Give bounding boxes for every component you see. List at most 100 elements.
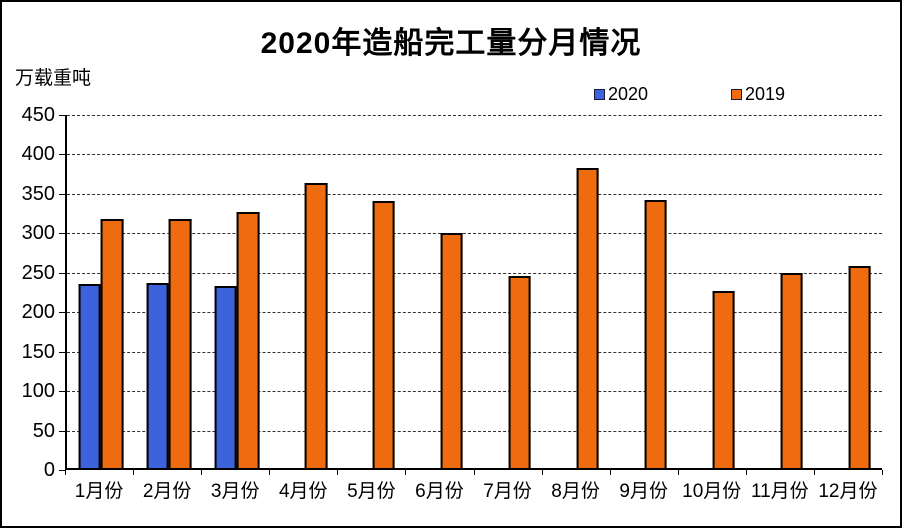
bar-series-container [67, 115, 882, 468]
bar-pair-1月份 [78, 115, 124, 468]
y-axis-label-150: 150 [21, 340, 55, 363]
category-10月份 [678, 115, 746, 468]
x-axis-tick-2 [201, 470, 203, 475]
bar-pair-2月份 [146, 115, 192, 468]
bar-pair-3月份 [214, 115, 260, 468]
y-axis-tick-150 [59, 351, 65, 353]
bar-slot-2020-1月份 [78, 115, 101, 468]
x-axis-tick-8 [609, 470, 611, 475]
x-axis-tick-10 [745, 470, 747, 475]
y-axis-label-250: 250 [21, 261, 55, 284]
x-axis-label-2月份: 2月份 [142, 481, 192, 502]
y-axis-unit-label: 万载重吨 [15, 68, 92, 89]
bar-2019-12月份 [848, 266, 871, 468]
bar-2019-7月份 [508, 275, 531, 468]
x-axis-labels: 1月份 2月份 3月份 4月份 5月份 6月份 7月份 8月份 9月份 10月份 11月份 12月份 [65, 476, 882, 503]
bar-slot-2020-6月份 [418, 115, 440, 468]
bar-slot-2019-7月份 [508, 115, 531, 468]
category-12月份 [814, 115, 882, 468]
x-axis-tick-1 [133, 470, 135, 475]
x-axis-label-1月份: 1月份 [74, 481, 124, 502]
gridline-150 [67, 351, 882, 353]
bar-pair-9月份 [622, 115, 667, 468]
x-axis-label-5月份: 5月份 [347, 481, 396, 502]
bar-slot-2020-8月份 [554, 115, 576, 468]
bar-slot-2019-11月份 [780, 115, 803, 468]
x-axis-label-11月份: 11月份 [750, 481, 809, 502]
bar-slot-2020-5月份 [350, 115, 372, 468]
gridline-350 [67, 193, 882, 195]
gridline-250 [67, 272, 882, 274]
bar-slot-2019-12月份 [848, 115, 871, 468]
y-axis-label-300: 300 [21, 222, 55, 245]
category-8月份 [542, 115, 610, 468]
bar-slot-2020-11月份 [758, 115, 780, 468]
y-axis-tick-350 [59, 193, 65, 195]
bar-slot-2019-2月份 [168, 115, 192, 468]
bar-slot-2019-1月份 [100, 115, 124, 468]
category-1月份 [67, 115, 135, 468]
bar-slot-2020-4月份 [282, 115, 304, 468]
bar-2020-3月份 [214, 286, 237, 468]
category-5月份 [339, 115, 407, 468]
gridline-300 [67, 233, 882, 235]
x-axis-label-9月份: 9月份 [619, 481, 668, 502]
x-axis-label-4月份: 4月份 [278, 481, 328, 502]
bar-2019-3月份 [236, 212, 260, 468]
bar-slot-2019-10月份 [712, 115, 735, 468]
gridline-100 [67, 391, 882, 393]
y-axis-label-100: 100 [21, 380, 55, 403]
y-axis-label-450: 450 [21, 104, 55, 126]
bar-slot-2019-9月份 [644, 115, 667, 468]
legend-label-2019: 2019 [745, 84, 786, 104]
y-axis-tick-50 [59, 430, 65, 432]
category-3月份 [203, 115, 271, 468]
legend-item-2019: 2019 [731, 85, 785, 103]
x-axis-tick-4 [337, 470, 339, 475]
x-axis-tick-0 [65, 470, 66, 475]
bar-2019-9月份 [644, 199, 667, 468]
y-axis-label-400: 400 [21, 143, 55, 166]
bar-slot-2020-12月份 [826, 115, 848, 468]
x-axis-label-10月份: 10月份 [682, 481, 742, 502]
bar-2019-11月份 [780, 272, 803, 468]
gridline-400 [67, 154, 882, 156]
x-axis-tick-3 [269, 470, 271, 475]
category-4月份 [271, 115, 339, 468]
x-axis-tick-12 [882, 470, 883, 475]
legend-label-2020: 2020 [608, 84, 649, 104]
bar-pair-6月份 [418, 115, 463, 468]
x-axis-label-7月份: 7月份 [483, 481, 532, 502]
x-axis-label-6月份: 6月份 [415, 481, 464, 502]
y-axis-label-0: 0 [43, 459, 55, 481]
bar-2019-4月份 [304, 183, 328, 468]
bar-pair-10月份 [690, 115, 735, 468]
y-axis-tick-0 [59, 470, 65, 471]
gridline-200 [67, 312, 882, 314]
category-2月份 [135, 115, 203, 468]
bar-slot-2019-6月份 [440, 115, 463, 468]
bar-2019-5月份 [372, 200, 396, 468]
bar-slot-2020-10月份 [690, 115, 712, 468]
bar-slot-2020-2月份 [146, 115, 169, 468]
y-axis-tick-250 [59, 272, 65, 274]
x-axis-label-3月份: 3月份 [210, 481, 260, 502]
legend-swatch-2019-icon [731, 88, 742, 100]
bar-2019-6月份 [440, 233, 463, 468]
chart-title: 2020年造船完工量分月情况 [260, 27, 642, 60]
x-axis-tick-6 [473, 470, 475, 475]
bar-slot-2020-9月份 [622, 115, 644, 468]
x-axis-tick-11 [813, 470, 815, 475]
bar-slot-2019-4月份 [304, 115, 328, 468]
y-axis-label-350: 350 [21, 182, 55, 205]
y-axis-tick-300 [59, 233, 65, 235]
y-axis-tick-200 [59, 312, 65, 314]
category-11月份 [746, 115, 814, 468]
bar-2020-1月份 [78, 284, 101, 468]
bar-slot-2020-3月份 [214, 115, 237, 468]
y-axis-tick-100 [59, 391, 65, 393]
y-axis-label-200: 200 [21, 301, 55, 324]
category-9月份 [610, 115, 678, 468]
x-axis-tick-5 [405, 470, 407, 475]
